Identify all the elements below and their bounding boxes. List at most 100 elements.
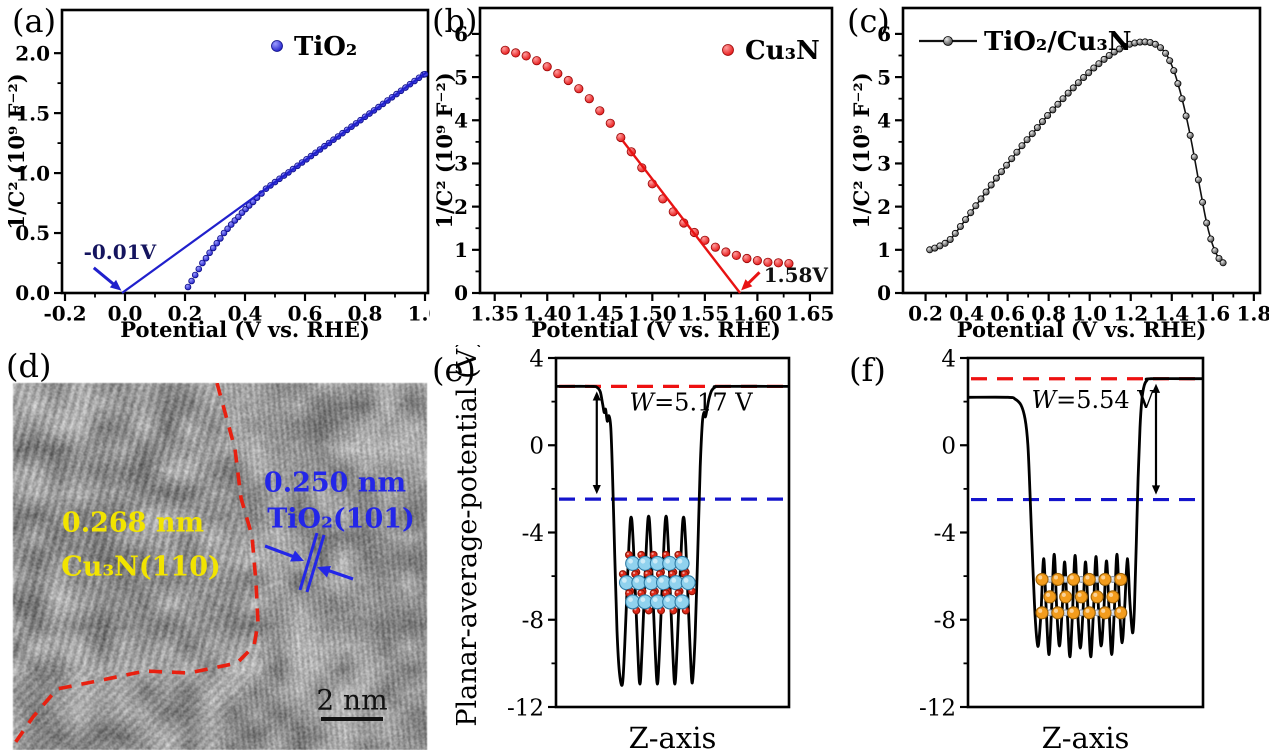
panel-b-label: (b) xyxy=(432,2,478,40)
cu3n-lattice-spacing-label: 0.268 nm xyxy=(61,507,205,539)
tem-noise-texture xyxy=(13,383,427,750)
svg-text:1.6: 1.6 xyxy=(1195,301,1230,325)
mott-schottky-fit-line xyxy=(621,140,742,294)
svg-text:Potential (V vs. RHE): Potential (V vs. RHE) xyxy=(120,317,370,342)
mott-schottky-fit-line xyxy=(121,71,428,294)
svg-text:0: 0 xyxy=(529,434,544,460)
svg-text:1.35: 1.35 xyxy=(470,301,519,325)
svg-text:Z-axis: Z-axis xyxy=(629,721,717,750)
panel-f-label: (f) xyxy=(849,351,886,389)
axes: 1.35 1.40 1.45 1.50 1.55 1.60 1.65 0 1 2 3 4 5 6 Poten… xyxy=(432,22,834,342)
tio2-lattice-spacing-label: 0.250 nm xyxy=(263,467,407,499)
svg-text:1.0: 1.0 xyxy=(408,301,430,325)
tem-overlay xyxy=(13,383,383,745)
svg-text:1.65: 1.65 xyxy=(786,301,835,325)
panel-a-chart: -0.20.00.20.40.60.81.00.00.51.01.52.0Pot… xyxy=(0,0,430,345)
plot-frame xyxy=(478,6,834,295)
svg-text:1.2: 1.2 xyxy=(1113,301,1148,325)
svg-text:1: 1 xyxy=(454,238,468,262)
svg-text:Cu₃N: Cu₃N xyxy=(745,36,820,66)
svg-text:0.8: 0.8 xyxy=(348,301,383,325)
svg-text:1/C² (10⁹ F⁻²): 1/C² (10⁹ F⁻²) xyxy=(432,72,457,228)
axes: 4 0 -4 -8 -12 Z-axis Planar-average-potential … xyxy=(452,345,716,750)
chart-a-svg: -0.20.00.20.40.60.81.00.00.51.01.52.0Pot… xyxy=(4,8,430,342)
panel-d-label: (d) xyxy=(6,347,52,385)
grain-boundary-line xyxy=(13,383,260,745)
scale-bar-label: 2 nm xyxy=(316,683,388,717)
svg-text:0: 0 xyxy=(941,434,956,460)
panel-e-label: (e) xyxy=(432,351,476,389)
panel-e: (e) 4 0 -4 -8 -12 Z-axis Planar-average-potent… xyxy=(430,345,845,750)
panel-f: (f) 4 0 -4 -8 -12 Z-axis W=5.54 V xyxy=(845,345,1269,750)
svg-text:Planar-average-potential (V): Planar-average-potential (V) xyxy=(452,345,483,727)
svg-text:1.58V: 1.58V xyxy=(764,263,829,287)
svg-text:4: 4 xyxy=(941,346,956,372)
tio2-plane-label: TiO₂(101) xyxy=(267,503,415,535)
svg-text:3: 3 xyxy=(877,152,891,176)
chart-c-svg: 0.2 0.4 0.6 0.8 1.0 1.2 1.4 1.6 1.8 0 1 2 3 4 5 6 Potent… xyxy=(849,6,1269,342)
svg-text:0: 0 xyxy=(877,281,891,305)
svg-text:0.0: 0.0 xyxy=(15,281,50,305)
svg-text:TiO₂: TiO₂ xyxy=(294,32,357,62)
svg-text:1.40: 1.40 xyxy=(523,301,572,325)
panel-b-chart: 1.35 1.40 1.45 1.50 1.55 1.60 1.65 0 1 2 3 4 5 6 Poten… xyxy=(430,0,845,345)
flatband-arrow xyxy=(92,266,118,288)
svg-text:0.5: 0.5 xyxy=(15,221,50,245)
series-TiO₂/Cu₃N xyxy=(926,38,1227,267)
svg-text:0.4: 0.4 xyxy=(949,301,984,325)
svg-text:5: 5 xyxy=(454,65,468,89)
panel-e-chart: 4 0 -4 -8 -12 Z-axis Planar-average-potential … xyxy=(430,345,845,750)
svg-text:0.4: 0.4 xyxy=(228,301,263,325)
lattice-spacing-marker xyxy=(305,534,326,593)
panel-c-label: (c) xyxy=(847,2,890,40)
plot-frame xyxy=(901,6,1262,295)
svg-text:Potential (V vs. RHE): Potential (V vs. RHE) xyxy=(531,317,781,342)
atomic-structure-inset xyxy=(1035,572,1128,620)
svg-text:0.8: 0.8 xyxy=(1031,301,1066,325)
svg-text:-0.01V: -0.01V xyxy=(84,240,157,264)
panel-c-chart: 0.2 0.4 0.6 0.8 1.0 1.2 1.4 1.6 1.8 0 1 2 3 4 5 6 Potent… xyxy=(845,0,1269,345)
svg-text:-8: -8 xyxy=(934,608,956,634)
svg-text:1.8: 1.8 xyxy=(1236,301,1269,325)
svg-text:4: 4 xyxy=(454,108,468,132)
tem-image: 0.268 nm Cu₃N(110) 0.250 nm TiO₂(101) 2 … xyxy=(13,383,427,750)
svg-text:-12: -12 xyxy=(507,695,544,721)
svg-text:1.55: 1.55 xyxy=(681,301,730,325)
series-Cu₃N slab potential xyxy=(967,377,1204,659)
svg-text:Potential (V vs. RHE): Potential (V vs. RHE) xyxy=(957,317,1207,342)
legend: TiO₂ xyxy=(271,32,357,62)
svg-text:0.6: 0.6 xyxy=(288,301,323,325)
svg-text:1.45: 1.45 xyxy=(575,301,624,325)
chart-f-svg: 4 0 -4 -8 -12 Z-axis W=5.54 V xyxy=(919,346,1205,750)
panel-c: (c) 0.2 0.4 0.6 0.8 1.0 1.2 1.4 1.6 1.8 0 1 2 3 4 5 6 Po… xyxy=(845,0,1269,345)
svg-text:3: 3 xyxy=(454,152,468,176)
svg-text:1.50: 1.50 xyxy=(628,301,677,325)
panel-b: (b) 1.35 1.40 1.45 1.50 1.55 1.60 1.65 0 1 2 3 4 5 6 P… xyxy=(430,0,845,345)
svg-text:TiO₂/Cu₃N: TiO₂/Cu₃N xyxy=(984,27,1132,57)
svg-text:0.2: 0.2 xyxy=(908,301,943,325)
svg-text:1.60: 1.60 xyxy=(733,301,782,325)
svg-text:0.6: 0.6 xyxy=(990,301,1025,325)
svg-text:2: 2 xyxy=(877,195,891,219)
series-TiO₂ xyxy=(184,70,429,291)
chart-e-svg: 4 0 -4 -8 -12 Z-axis Planar-average-potential … xyxy=(452,345,791,750)
panel-a: (a) -0.20.00.20.40.60.81.00.00.51.01.52.… xyxy=(0,0,430,345)
svg-text:-4: -4 xyxy=(522,521,544,547)
svg-text:1.4: 1.4 xyxy=(1154,301,1189,325)
svg-text:1/C² (10⁹ F⁻²): 1/C² (10⁹ F⁻²) xyxy=(4,73,29,229)
svg-text:0.0: 0.0 xyxy=(108,301,143,325)
svg-text:-8: -8 xyxy=(522,608,544,634)
panel-a-label: (a) xyxy=(12,2,57,40)
axes: -0.20.00.20.40.60.81.00.00.51.01.52.0Pot… xyxy=(4,41,430,342)
svg-text:-0.2: -0.2 xyxy=(43,301,86,325)
axes: 4 0 -4 -8 -12 Z-axis xyxy=(919,346,1129,750)
svg-text:6: 6 xyxy=(877,22,891,46)
work-function-value: W=5.54 V xyxy=(1031,386,1155,414)
atomic-structure-inset xyxy=(618,550,696,615)
svg-text:-4: -4 xyxy=(934,521,956,547)
lattice-arrow-left xyxy=(264,544,304,562)
work-function-arrow xyxy=(1151,383,1161,495)
chart-b-svg: 1.35 1.40 1.45 1.50 1.55 1.60 1.65 0 1 2 3 4 5 6 Poten… xyxy=(432,6,834,342)
svg-text:1: 1 xyxy=(877,238,891,262)
